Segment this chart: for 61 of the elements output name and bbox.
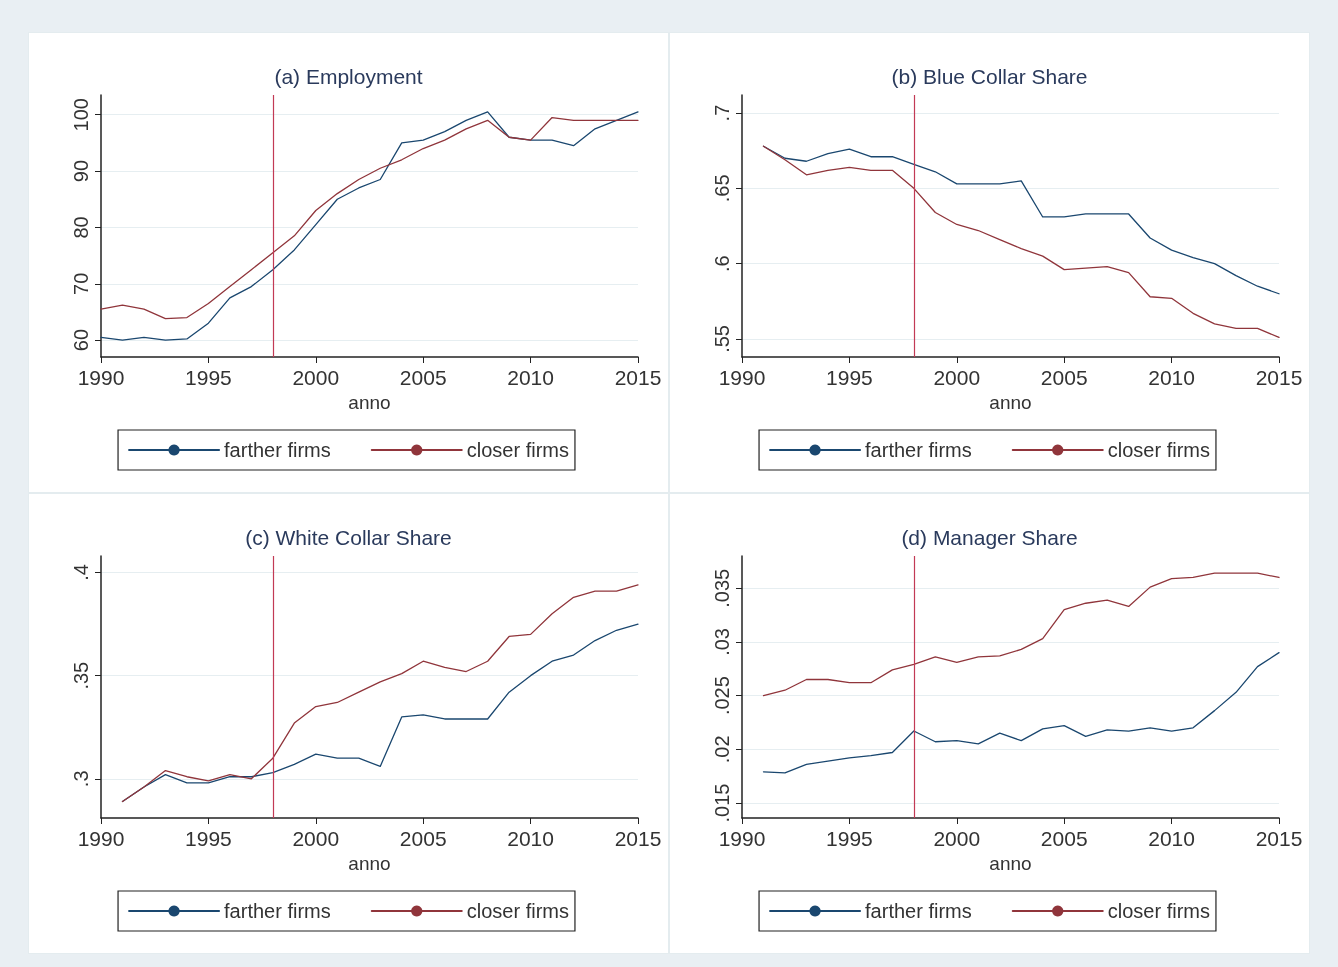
legend-label: closer firms xyxy=(466,900,569,922)
x-tick-label: 1995 xyxy=(826,827,873,850)
y-tick-label: .3 xyxy=(70,770,92,788)
legend-label: farther firms xyxy=(865,900,972,922)
x-tick-label: 2015 xyxy=(1255,827,1303,850)
y-tick-label: .65 xyxy=(711,174,733,203)
x-tick-label: 2005 xyxy=(1040,366,1088,389)
x-axis-title: anno xyxy=(989,392,1032,413)
x-tick-label: 2005 xyxy=(1040,827,1088,850)
x-tick-label: 2000 xyxy=(933,366,981,389)
x-tick-label: 2000 xyxy=(292,366,340,389)
y-tick-label: 70 xyxy=(70,272,92,295)
x-tick-label: 1990 xyxy=(718,827,766,850)
x-tick-label: 2010 xyxy=(1148,366,1195,389)
y-tick-label: 90 xyxy=(70,159,92,183)
y-tick-label: 80 xyxy=(70,216,92,239)
line-series xyxy=(762,651,1280,774)
x-tick-label: 1995 xyxy=(185,827,232,850)
chart-title: (d) Manager Share xyxy=(901,526,1078,549)
legend-label: farther firms xyxy=(224,439,331,461)
y-tick-label: .4 xyxy=(70,564,92,581)
x-tick-label: 1990 xyxy=(77,827,125,850)
y-tick-label: .35 xyxy=(70,661,92,690)
legend-label: closer firms xyxy=(466,439,569,461)
y-tick-label: .02 xyxy=(711,735,733,764)
y-tick-label: .025 xyxy=(711,676,733,716)
x-tick-label: 2010 xyxy=(1148,827,1195,850)
y-tick-label: .03 xyxy=(711,628,733,656)
x-tick-label: 2005 xyxy=(399,366,447,389)
line-series xyxy=(762,572,1280,697)
x-tick-label: 2015 xyxy=(614,827,662,850)
x-tick-label: 2000 xyxy=(292,827,340,850)
y-tick-label: .035 xyxy=(711,568,733,608)
x-tick-label: 2005 xyxy=(399,827,447,850)
chart-title: (c) White Collar Share xyxy=(245,526,452,549)
x-tick-label: 1990 xyxy=(77,366,125,389)
y-tick-label: 100 xyxy=(70,98,92,132)
x-tick-label: 1995 xyxy=(826,366,873,389)
x-tick-label: 1995 xyxy=(185,366,232,389)
x-tick-label: 1990 xyxy=(718,366,766,389)
x-tick-label: 2010 xyxy=(507,827,554,850)
chart-title: (b) Blue Collar Share xyxy=(891,65,1088,88)
x-tick-label: 2000 xyxy=(933,827,981,850)
legend-label: closer firms xyxy=(1107,439,1210,461)
x-axis-title: anno xyxy=(348,392,391,413)
y-tick-label: .015 xyxy=(711,783,733,823)
legend-label: farther firms xyxy=(865,439,972,461)
line-series xyxy=(762,145,1280,339)
y-tick-label: .6 xyxy=(711,255,733,272)
y-tick-label: .55 xyxy=(711,325,733,353)
x-tick-label: 2015 xyxy=(614,366,662,389)
y-tick-label: 60 xyxy=(70,328,92,352)
x-axis-title: anno xyxy=(348,853,391,874)
x-tick-label: 2015 xyxy=(1255,366,1303,389)
x-axis-title: anno xyxy=(989,853,1032,874)
y-tick-label: .7 xyxy=(711,104,733,122)
legend-label: farther firms xyxy=(224,900,331,922)
chart-title: (a) Employment xyxy=(274,65,423,88)
line-series xyxy=(121,584,639,803)
legend-label: closer firms xyxy=(1107,900,1210,922)
x-tick-label: 2010 xyxy=(507,366,554,389)
